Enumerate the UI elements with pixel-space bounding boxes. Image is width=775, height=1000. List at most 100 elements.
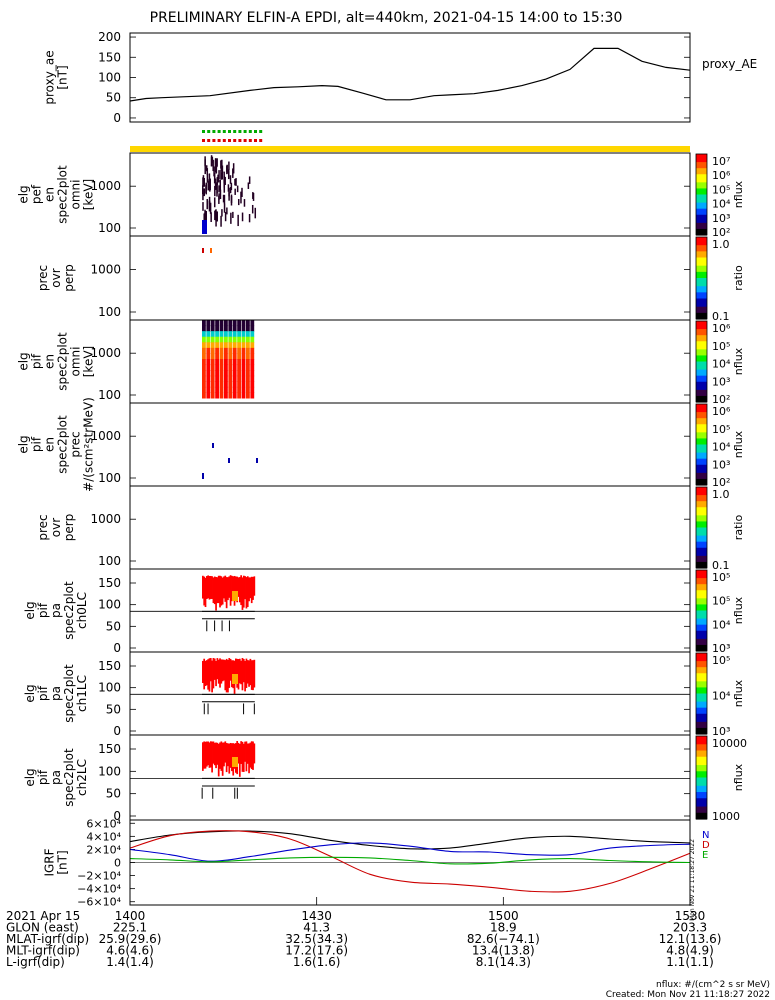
colorbar-segment [696,160,707,163]
spectro-cell [246,320,250,327]
colorbar-segment [696,533,707,537]
colorbar-segment [696,610,707,614]
colorbar-segment [696,746,707,750]
spectro-cell [245,577,248,609]
colorbar-segment [696,290,707,293]
spectro-cell [202,202,204,211]
colorbar-segment [696,517,707,520]
colorbar-segment [696,580,707,583]
spectro-cell [216,742,219,765]
legend-label: N [702,830,709,841]
spectro-cell [241,658,244,691]
colorbar-segment [696,222,707,226]
spectro-cell [210,212,212,223]
spectro-cell [252,192,254,199]
colorbar-segment [696,172,707,175]
colorbar-segment [696,541,707,545]
spectro-cell [224,353,228,360]
colorbar-segment [696,620,707,624]
colorbar-segment [696,341,707,344]
y-axis-label: pif [36,769,50,785]
spectro-cell [237,342,241,349]
spectro-cell [232,342,237,349]
colorbar-segment [696,335,707,338]
colorbar-segment [696,663,707,666]
x-axis-table: 2021 Apr 15 1400 1430 1500 1530 GLON (east) 22… [6,897,721,969]
colorbar-segment [696,170,707,173]
availability-marker [233,139,237,142]
colorbar-segment [696,592,707,595]
spectro-cell [246,392,250,399]
colorbar-segment [696,339,707,342]
colorbar-segment [696,675,707,678]
y-axis-label: ovr [49,518,63,537]
colorbar-segment [696,321,707,324]
colorbar-segment [696,468,707,472]
spectro-cell [224,381,228,388]
spectro-cell [232,320,237,327]
spectro-cell [248,176,251,184]
colorbar-segment [696,802,707,806]
colorbar-segment [696,584,707,587]
spectro-cell [223,203,226,213]
spectro-cell [240,191,242,204]
colorbar-tick-label: 10³ [712,212,730,225]
colorbar-segment [696,296,707,300]
colorbar-segment [696,731,707,735]
colorbar-segment [696,559,707,563]
x-axis-row-label: 2021 Apr 15 [6,909,80,923]
spectro-cell [246,364,250,371]
y-tick-label: 0 [113,111,121,125]
y-axis-label: prec [69,431,83,457]
colorbar-segment [696,422,707,425]
availability-marker [248,139,252,142]
spectro-cell [213,742,216,766]
colorbar-segment [696,251,707,254]
colorbar-segment [696,547,707,551]
colorbar-segment [696,323,707,326]
spectro-cell [209,658,212,682]
igrf-series-D [129,830,691,893]
spectro-cell [250,347,255,354]
y-tick-label: 100 [98,764,121,778]
spectro-cell [241,331,246,338]
colorbar-segment [696,723,707,727]
spectro-cell [223,176,225,188]
colorbar-tick-label: 10000 [712,737,747,750]
colorbar-segment [696,432,707,435]
y-axis-label: ovr [49,268,63,287]
spectro-cell [220,741,223,771]
panel-frame [129,32,691,123]
spectro-cell [223,742,225,767]
spectro-cell [222,194,225,203]
spectro-cell [208,575,211,600]
spectro-cell [237,353,241,360]
colorbar-segment [696,226,707,230]
availability-marker [207,139,211,142]
y-axis-label: [keV] [82,346,96,377]
colorbar-segment [696,525,707,529]
colorbar-segment [696,265,707,269]
availability-marker [254,130,257,133]
y-tick-label: 50 [106,702,121,716]
y-axis-label: prec [36,265,50,291]
colorbar-label: nflux [732,430,745,458]
y-tick-label: 0 [113,724,121,738]
spectro-cell [247,182,250,189]
spectro-cell [210,375,215,382]
colorbar-segment [696,707,707,711]
colorbar-segment [696,779,707,783]
colorbar-segment [696,679,707,682]
spectro-cell [246,325,250,332]
spectro-cell [228,381,233,388]
spectro-cell [224,331,228,338]
spectro-cell [232,375,237,382]
spectro-cell [241,577,244,610]
spectro-cell [237,336,241,343]
colorbar-segment [696,810,707,814]
spectro-cell [202,359,206,366]
colorbar [695,652,708,735]
colorbar-tick-label: 10⁵ [712,340,730,353]
colorbar-segment [696,166,707,169]
